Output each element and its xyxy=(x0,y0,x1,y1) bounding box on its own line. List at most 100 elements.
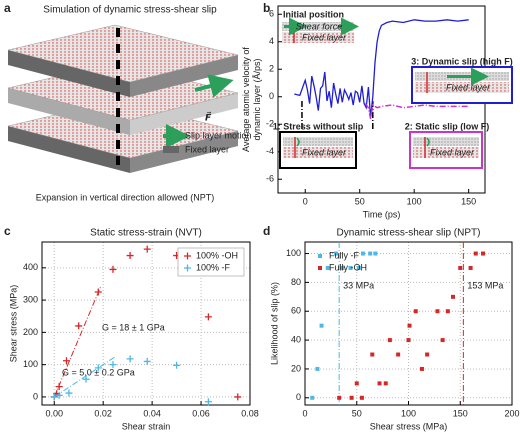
fit-line xyxy=(53,286,102,398)
point xyxy=(173,361,181,369)
slip-layer xyxy=(282,22,354,31)
point xyxy=(458,265,463,270)
point xyxy=(334,251,339,256)
reference-label: 153 MPa xyxy=(467,280,503,290)
caption: Expansion in vertical direction allowed … xyxy=(36,192,215,202)
point xyxy=(349,395,354,400)
inset-title: 2: Static slip (low F) xyxy=(405,121,490,131)
point xyxy=(370,352,375,357)
point xyxy=(383,381,388,386)
y-axis-label: Shear stress (MPa) xyxy=(8,285,18,363)
x-tick-label: 100 xyxy=(407,196,422,206)
point xyxy=(143,357,151,365)
y-tick-label: 20 xyxy=(291,363,301,373)
legend-marker xyxy=(184,252,191,260)
inset-title: Initial position xyxy=(283,9,344,19)
slip-layer xyxy=(283,137,353,146)
slab-right xyxy=(130,93,238,135)
point xyxy=(340,265,345,270)
y-tick-label: 300 xyxy=(23,294,38,304)
x-axis-label: Time (ps) xyxy=(363,209,401,219)
data-line xyxy=(294,19,469,118)
x-tick-label: 150 xyxy=(453,408,468,418)
y-tick-label: 2 xyxy=(269,64,274,74)
plot-frame xyxy=(41,241,251,406)
point xyxy=(368,251,373,256)
point xyxy=(109,361,117,369)
fixed-layer xyxy=(283,147,353,158)
point xyxy=(75,322,83,330)
slab-left xyxy=(8,88,130,135)
panel-label: c xyxy=(4,224,11,238)
strain-mark xyxy=(296,137,300,147)
legend-marker xyxy=(184,264,191,272)
y-tick-label: 0 xyxy=(269,91,274,101)
legend-label: Fully -OH xyxy=(329,262,367,272)
point xyxy=(468,265,473,270)
chart-title: Static stress-strain (NVT) xyxy=(90,228,202,239)
point xyxy=(359,395,364,400)
point xyxy=(445,309,450,314)
x-tick-label: 50 xyxy=(355,196,365,206)
strain-mark xyxy=(426,137,430,147)
reference-label: 33 MPa xyxy=(343,280,374,290)
x-axis-label: Shear strain xyxy=(122,421,171,431)
annotation: G = 18 ± 1 GPa xyxy=(102,322,165,332)
point xyxy=(62,357,70,365)
point xyxy=(348,265,353,270)
panel-label: d xyxy=(263,224,270,238)
point xyxy=(354,381,359,386)
data-line xyxy=(364,103,469,119)
slab-left xyxy=(8,126,130,173)
panel-a: a Simulation of dynamic stress-shear sli… xyxy=(4,1,252,202)
panel-label: b xyxy=(263,1,270,15)
point xyxy=(109,265,117,273)
point xyxy=(425,352,430,357)
motion-arrow xyxy=(194,74,234,98)
y-tick-label: 200 xyxy=(23,327,38,337)
x-tick-label: 0.08 xyxy=(241,408,259,418)
point xyxy=(387,338,392,343)
legend-label: 100% -OH xyxy=(196,250,238,260)
annotation: G = 5.0 ± 0.2 GPa xyxy=(62,367,135,377)
legend-label: Fixed layer xyxy=(185,144,229,154)
point xyxy=(473,251,478,256)
y-tick-label: 400 xyxy=(23,262,38,272)
x-tick-label: 200 xyxy=(504,408,519,418)
point xyxy=(65,389,73,397)
panel-title: Simulation of dynamic stress-shear slip xyxy=(43,5,217,16)
point xyxy=(396,352,401,357)
y-axis-label: Average atomic velocity of xyxy=(241,47,251,152)
chart-title: Dynamic stress-shear slip (NPT) xyxy=(337,228,481,239)
point xyxy=(204,398,212,406)
point xyxy=(481,251,486,256)
x-tick-label: 0.02 xyxy=(94,408,112,418)
fixed-layer-label: Fixed layer xyxy=(302,32,347,42)
legend-label: Slip layer motion xyxy=(185,130,252,140)
x-tick-label: 0 xyxy=(302,408,307,418)
y-axis-label: dynamic layer (Å/ps) xyxy=(252,58,262,140)
point xyxy=(325,265,330,270)
y-tick-label: -2 xyxy=(266,119,274,129)
legend-label: 100% -F xyxy=(196,262,231,272)
fit-line xyxy=(53,356,116,398)
legend-marker xyxy=(318,266,322,270)
point xyxy=(50,393,58,401)
fixed-layer-label: Fixed layer xyxy=(430,147,475,157)
legend-marker xyxy=(318,254,322,258)
inset-title: 1: Stress without slip xyxy=(273,121,364,131)
y-tick-label: -4 xyxy=(266,146,274,156)
legend-swatch xyxy=(163,146,179,153)
point xyxy=(82,375,90,383)
x-tick-label: 0 xyxy=(303,196,308,206)
y-axis-label: Likelihood of slip (%) xyxy=(269,282,279,365)
point xyxy=(55,383,63,391)
y-tick-label: 80 xyxy=(291,277,301,287)
y-tick-label: 100 xyxy=(286,248,301,258)
point xyxy=(373,251,378,256)
point xyxy=(406,338,411,343)
point xyxy=(204,313,212,321)
point xyxy=(319,323,324,328)
point xyxy=(413,309,418,314)
